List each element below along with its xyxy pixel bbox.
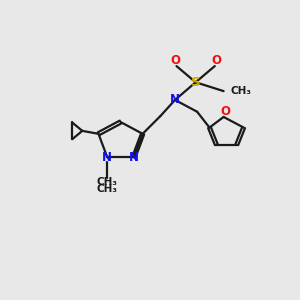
Text: CH₃: CH₃ — [97, 176, 118, 187]
Text: N: N — [170, 93, 180, 106]
Text: CH₃: CH₃ — [231, 86, 252, 96]
Text: N: N — [129, 151, 139, 164]
Text: S: S — [191, 76, 200, 89]
Text: O: O — [170, 54, 180, 67]
Text: O: O — [211, 54, 221, 67]
Text: CH₃: CH₃ — [97, 184, 118, 194]
Text: N: N — [102, 151, 112, 164]
Text: O: O — [220, 105, 230, 118]
